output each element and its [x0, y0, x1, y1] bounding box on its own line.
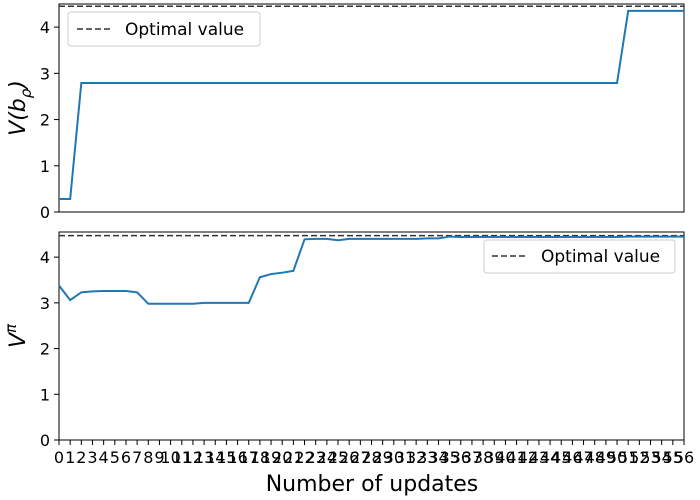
x-tick-label: 13: [194, 448, 214, 467]
x-tick-label: 21: [283, 448, 303, 467]
x-tick-label: 25: [328, 448, 348, 467]
x-tick-label: 39: [484, 448, 504, 467]
x-tick-label: 18: [250, 448, 270, 467]
x-tick-label: 24: [317, 448, 337, 467]
top-y-tick-label: 1: [40, 157, 50, 176]
x-tick-label: 19: [261, 448, 281, 467]
bottom-legend-box: [483, 239, 676, 274]
x-tick-label: 50: [607, 448, 627, 467]
x-tick-label: 38: [473, 448, 493, 467]
bottom-series-line: [58, 235, 684, 305]
x-tick-label: 31: [395, 448, 415, 467]
x-tick-label: 26: [339, 448, 359, 467]
x-tick-label: 40: [495, 448, 515, 467]
top-panel: 0 1 2 3 4 Optimal value V(bρ): [6, 3, 685, 222]
bottom-y-tick-label: 3: [40, 294, 50, 313]
bottom-y-tick-label: 4: [40, 248, 50, 267]
x-tick-label: 15: [216, 448, 236, 467]
x-tick-label: 8: [143, 448, 153, 467]
x-tick-label: 0: [54, 448, 64, 467]
x-tick-label: 27: [350, 448, 370, 467]
x-tick-label: 32: [406, 448, 426, 467]
x-axis-label: Number of updates: [266, 472, 479, 497]
x-tick-label: 14: [205, 448, 225, 467]
x-tick-label: 6: [121, 448, 131, 467]
top-y-tick-label: 2: [40, 111, 50, 130]
x-tick-label: 33: [417, 448, 437, 467]
x-tick-label: 4: [99, 448, 109, 467]
x-tick-label: 44: [540, 448, 560, 467]
bottom-legend-label: Optimal value: [541, 247, 660, 267]
top-y-ticks: 0 1 2 3 4: [40, 18, 59, 222]
top-legend-box: [67, 11, 261, 47]
top-axes-frame: [58, 3, 685, 213]
x-tick-label: 37: [462, 448, 482, 467]
bottom-y-tick-label: 2: [40, 340, 50, 359]
x-tick-label: 46: [562, 448, 582, 467]
x-tick-label: 3: [87, 448, 97, 467]
x-tick-label: 36: [451, 448, 471, 467]
x-tick-label: 54: [651, 448, 671, 467]
x-tick-label: 53: [640, 448, 660, 467]
x-tick-label: 10: [160, 448, 180, 467]
x-tick-label: 49: [596, 448, 616, 467]
x-tick-label: 22: [294, 448, 314, 467]
x-tick-label: 42: [518, 448, 538, 467]
x-tick-label: 52: [629, 448, 649, 467]
x-tick-label: 30: [384, 448, 404, 467]
x-tick-label: 51: [618, 448, 638, 467]
x-tick-label: 16: [227, 448, 247, 467]
x-tick-label: 34: [428, 448, 448, 467]
x-tick-label: 29: [372, 448, 392, 467]
bottom-y-tick-label: 0: [40, 431, 50, 450]
x-tick-label: 56: [674, 448, 694, 467]
x-tick-label: 5: [110, 448, 120, 467]
top-y-tick-label: 4: [40, 18, 50, 37]
top-legend: Optimal value: [67, 11, 261, 47]
x-tick-label: 48: [585, 448, 605, 467]
x-tick-label: 23: [306, 448, 326, 467]
top-legend-label: Optimal value: [125, 20, 244, 40]
x-tick-label: 12: [183, 448, 203, 467]
x-tick-label: 11: [172, 448, 192, 467]
x-tick-label: 45: [551, 448, 571, 467]
top-y-tick-label: 0: [40, 203, 50, 222]
x-tick-label: 55: [663, 448, 683, 467]
x-tick-label: 9: [154, 448, 164, 467]
bottom-legend: Optimal value: [483, 239, 676, 274]
x-tick-label: 35: [439, 448, 459, 467]
x-tick-label: 28: [361, 448, 381, 467]
x-tick-label: 17: [239, 448, 259, 467]
x-tick-label: 47: [573, 448, 593, 467]
bottom-y-tick-label: 1: [40, 385, 50, 404]
bottom-y-axis-label: Vπ: [2, 323, 31, 348]
top-series-line: [59, 9, 684, 201]
x-tick-label: 20: [272, 448, 292, 467]
top-y-axis-label: V(bρ): [6, 80, 35, 136]
x-tick-label: 2: [76, 448, 86, 467]
x-tick-label: 43: [529, 448, 549, 467]
x-tick-label: 7: [132, 448, 142, 467]
bottom-x-ticks: 0 1 2 3 4 5 6 7 8 9101112131415161718192021222324…: [54, 440, 694, 467]
x-tick-label: 41: [506, 448, 526, 467]
bottom-y-ticks: 0 1 2 3 4: [40, 248, 59, 450]
top-y-tick-label: 3: [40, 64, 50, 83]
x-tick-label: 1: [65, 448, 75, 467]
